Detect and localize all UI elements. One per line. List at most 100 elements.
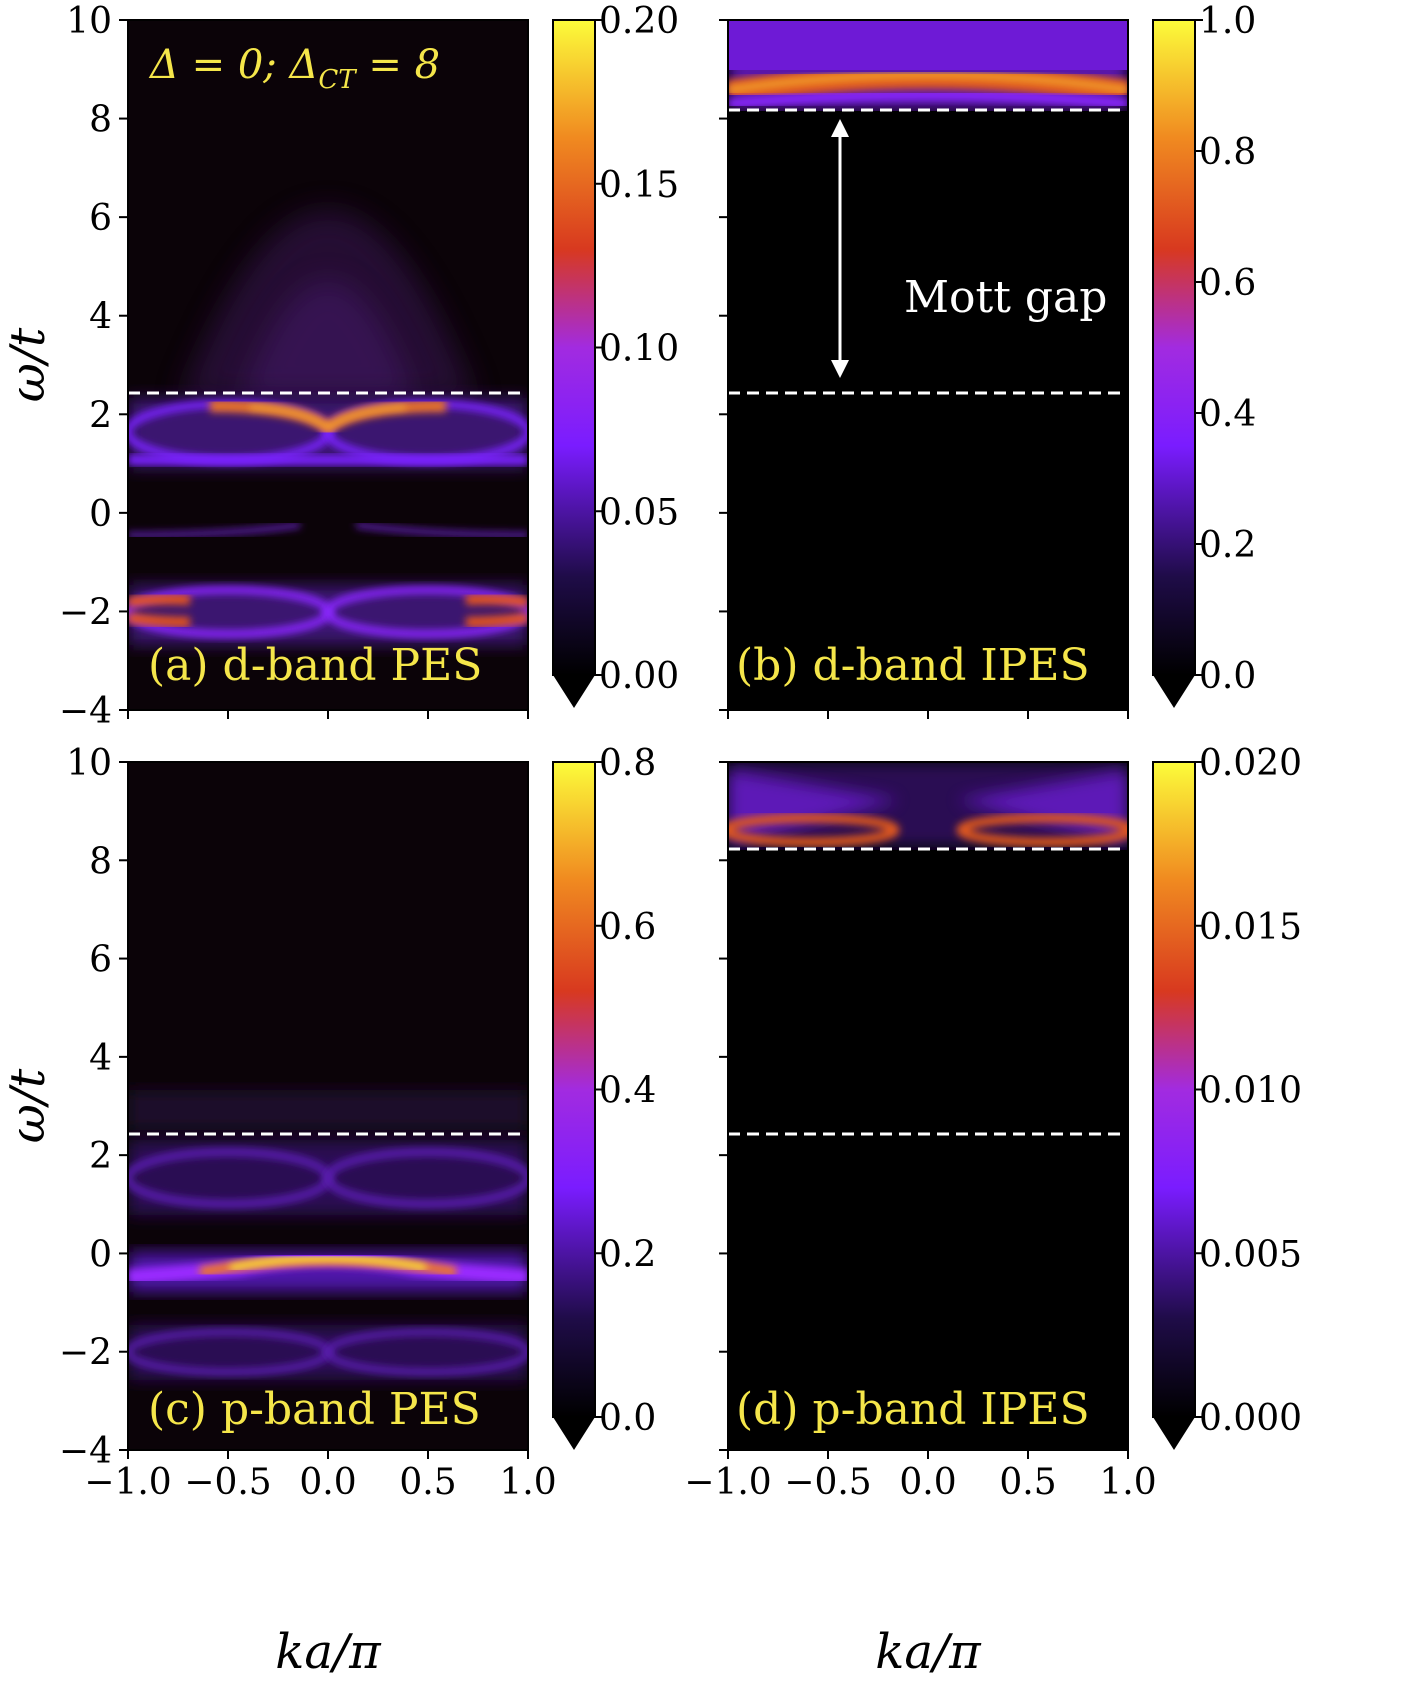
below-gap-d	[728, 850, 1128, 1450]
ytick-label: −2	[59, 1333, 112, 1374]
top-wing-left-d	[728, 770, 900, 845]
colorbar-bar-c	[552, 761, 596, 1418]
colorbar-tick-label: 1.0	[1199, 1, 1256, 42]
ytick-label: 8	[89, 841, 112, 882]
colorbar-tick-label: 0.0	[1199, 656, 1256, 697]
ytick-label: −4	[59, 1431, 112, 1472]
heatmap-b	[728, 20, 1128, 710]
mott-gap-arrow	[831, 119, 849, 378]
xtick-label: −1.0	[84, 1462, 171, 1503]
xtick-label: 1.0	[499, 1462, 556, 1503]
arrow-head-down	[831, 360, 849, 378]
upper-loop-right-c	[324, 1148, 528, 1208]
colorbar-ticks-b: 0.0 0.2 0.4 0.6 0.8 1.0	[1195, 1, 1256, 697]
colorbar-extend-c	[553, 1417, 595, 1450]
colorbar-tick-label: 0.4	[599, 1071, 656, 1112]
annotation-a: Δ = 0; ΔCT = 8	[148, 42, 440, 95]
colorbar-bar-b	[1152, 19, 1196, 676]
ytick-label: 2	[89, 1136, 112, 1177]
xtick-label: 0.0	[899, 1462, 956, 1503]
lower-loop-right-a	[324, 586, 528, 638]
lower-loop-right-c	[324, 1328, 528, 1376]
colorbar-tick-label: 0.2	[599, 1234, 656, 1275]
panel-title-c: (c) p-band PES	[148, 1384, 481, 1435]
colorbar-tick-label: 0.6	[1199, 263, 1256, 304]
colorbar-ticks-c: 0.0 0.2 0.4 0.6 0.8	[595, 743, 656, 1439]
arrow-head-up	[831, 119, 849, 137]
top-band-core-b	[728, 71, 1128, 94]
xtick-label: 1.0	[1099, 1462, 1156, 1503]
colorbar-c: 0.0 0.2 0.4 0.6 0.8	[552, 743, 656, 1450]
panel-title-a: (a) d-band PES	[148, 640, 482, 691]
top-wing-right-d	[956, 770, 1128, 845]
colorbar-tick-label: 0.0	[599, 1398, 656, 1439]
bright-band-core-c	[229, 1255, 427, 1271]
xtick-label: −0.5	[184, 1462, 271, 1503]
colorbar-tick-label: 0.8	[1199, 132, 1256, 173]
upper-bottom-a	[128, 455, 528, 465]
colorbar-ticks-a: 0.00 0.05 0.10 0.15 0.20	[595, 1, 679, 697]
colorbar-ticks-d: 0.000 0.005 0.010 0.015 0.020	[1195, 743, 1302, 1439]
xticks-c: −1.0 −0.5 0.0 0.5 1.0	[84, 1450, 557, 1503]
top-band-under-b	[728, 90, 1128, 109]
xtick-label: 0.0	[299, 1462, 356, 1503]
weak-band-a	[128, 522, 528, 538]
panel-d: (d) p-band IPES −1.0 −0.5 0.0 0.5 1.0 0.0000…	[684, 743, 1302, 1503]
yticks-d	[719, 761, 728, 1451]
colorbar-extend-b	[1153, 675, 1195, 708]
ytick-label: 4	[89, 1038, 112, 1079]
ytick-label: 10	[66, 1, 112, 42]
colorbar-tick-label: 0.15	[599, 165, 679, 206]
xticks-d: −1.0 −0.5 0.0 0.5 1.0	[684, 1450, 1157, 1503]
ylabel-top: ω/t	[0, 327, 56, 402]
wing-band-left-d	[728, 813, 900, 847]
ytick-label: 2	[89, 395, 112, 436]
yticks-c: −4 −2 0 2 4 6 8 10	[59, 743, 128, 1472]
colorbar-tick-label: 0.4	[1199, 394, 1256, 435]
ytick-label: −4	[59, 691, 112, 732]
heatmap-d	[728, 762, 1128, 1450]
faint-stripes-c	[128, 1090, 528, 1130]
dome-inner-a	[240, 280, 416, 400]
xtick-label: −1.0	[684, 1462, 771, 1503]
lower-edge-right-a	[465, 594, 528, 627]
colorbar-extend-a	[553, 675, 595, 708]
ytick-label: 6	[89, 198, 112, 239]
ytick-label: 0	[89, 494, 112, 535]
colorbar-bar-d	[1152, 761, 1196, 1418]
panel-b: Mott gap (b) d-band IPES 0.0 0.2 0.4 0.6 0.8…	[719, 1, 1256, 719]
top-fill-b	[728, 20, 1128, 70]
colorbar-tick-label: 0.010	[1199, 1071, 1302, 1112]
colorbar-tick-label: 0.05	[599, 492, 679, 533]
yticks-a: −4 −2 0 2 4 6 8 10	[59, 1, 128, 732]
colorbar-tick-label: 0.2	[1199, 525, 1256, 566]
panel-title-d: (d) p-band IPES	[736, 1384, 1090, 1435]
colorbar-tick-label: 0.005	[1199, 1234, 1302, 1275]
colorbar-tick-label: 0.00	[599, 656, 679, 697]
colorbar-tick-label: 0.8	[599, 743, 656, 784]
colorbar-tick-label: 0.015	[1199, 907, 1302, 948]
xticks-a	[127, 710, 529, 719]
below-gap-b	[728, 111, 1128, 710]
ytick-label: 6	[89, 940, 112, 981]
colorbar-tick-label: 0.20	[599, 1, 679, 42]
lower-edge-left-a	[128, 594, 191, 627]
ytick-label: 4	[89, 297, 112, 338]
colorbar-extend-d	[1153, 1417, 1195, 1450]
ytick-label: −2	[59, 592, 112, 633]
colorbar-b: 0.0 0.2 0.4 0.6 0.8 1.0	[1152, 1, 1256, 708]
ytick-label: 8	[89, 100, 112, 141]
colorbar-d: 0.000 0.005 0.010 0.015 0.020	[1152, 743, 1302, 1450]
colorbar-tick-label: 0.020	[1199, 743, 1302, 784]
colorbar-bar-a	[552, 19, 596, 676]
colorbar-tick-label: 0.6	[599, 907, 656, 948]
colorbar-tick-label: 0.10	[599, 329, 679, 370]
colorbar-a: 0.00 0.05 0.10 0.15 0.20	[552, 1, 679, 708]
yticks-b	[719, 19, 728, 711]
xtick-label: 0.5	[399, 1462, 456, 1503]
upper-cross-core-a	[249, 405, 407, 431]
xticks-b	[727, 710, 1129, 719]
mott-gap-label: Mott gap	[904, 272, 1107, 323]
